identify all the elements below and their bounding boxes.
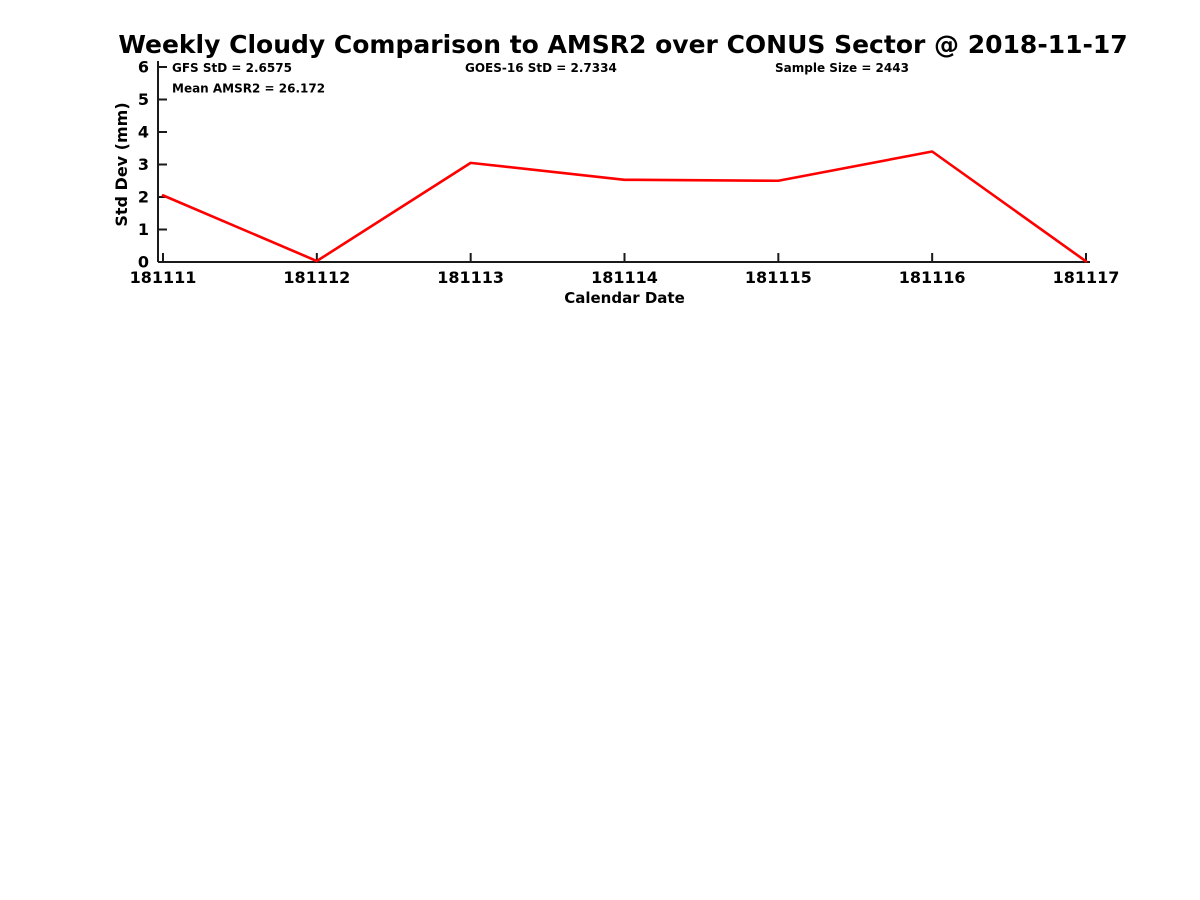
annotation: GOES-16 StD = 2.7334 (465, 61, 617, 75)
figure-title: Weekly Cloudy Comparison to AMSR2 over C… (118, 30, 1128, 59)
y-tick-label: 4 (138, 123, 149, 142)
x-tick-label: 181111 (130, 268, 197, 287)
y-tick-label: 1 (138, 220, 149, 239)
x-tick-label: 181115 (745, 268, 812, 287)
x-tick-label: 181117 (1053, 268, 1120, 287)
x-tick-label: 181112 (283, 268, 350, 287)
x-axis-label: Calendar Date (564, 289, 685, 307)
annotation: Sample Size = 2443 (775, 61, 909, 75)
y-tick-label: 0 (138, 253, 149, 272)
annotation: Mean AMSR2 = 26.172 (172, 82, 325, 96)
series-gfs (161, 150, 1088, 263)
subplot-std-dev: 0 1 2 3 4 5 6 181111 181112 181113 181114 181115 181… (112, 58, 1119, 308)
y-tick-label: 5 (138, 90, 149, 109)
y-tick-label: 2 (138, 188, 149, 207)
y-tick-label: 3 (138, 155, 149, 174)
x-tick-label: 181113 (437, 268, 504, 287)
x-tick-label: 181114 (591, 268, 658, 287)
y-tick-label: 6 (138, 58, 149, 77)
annotation: GFS StD = 2.6575 (172, 61, 292, 75)
x-tick-label: 181116 (899, 268, 966, 287)
y-axis-label: Std Dev (mm) (112, 102, 131, 226)
